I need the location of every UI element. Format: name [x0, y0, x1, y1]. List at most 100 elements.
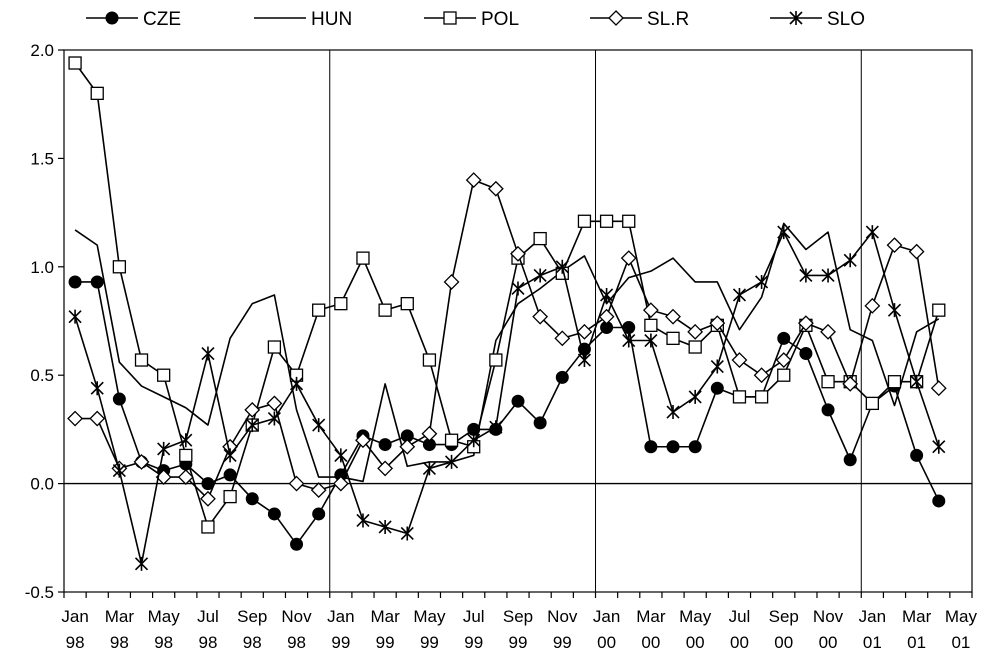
- data-point: [887, 303, 902, 318]
- x-tick-label-month: Jul: [197, 607, 219, 626]
- x-tick-label-year: 00: [819, 633, 838, 652]
- data-point: [599, 214, 614, 228]
- data-point: [620, 250, 637, 267]
- legend-label: SL.R: [647, 9, 689, 30]
- data-point: [821, 268, 835, 283]
- data-point: [511, 394, 525, 408]
- data-point: [533, 231, 547, 246]
- x-tick-label-month: Mar: [902, 607, 932, 626]
- y-axis: -0.5 0.0 0.5 1.0 1.5 2.0: [25, 41, 64, 602]
- series-slo: [68, 225, 946, 571]
- data-point: [90, 275, 104, 289]
- legend-item: HUN: [254, 9, 352, 30]
- data-point: [820, 323, 836, 340]
- legend-item: SL.R: [590, 9, 689, 30]
- data-point: [688, 440, 702, 454]
- data-point: [710, 381, 724, 395]
- x-tick-label-month: May: [413, 607, 446, 626]
- x-tick-label-year: 98: [243, 633, 262, 652]
- data-point: [797, 315, 814, 332]
- data-point: [200, 490, 216, 507]
- x-tick-label-year: 01: [863, 633, 882, 652]
- data-point: [312, 303, 326, 317]
- data-point: [910, 374, 924, 389]
- x-tick-label-month: Mar: [105, 607, 135, 626]
- x-tick-label-month: May: [679, 607, 712, 626]
- data-point: [90, 86, 104, 101]
- x-tick-label-month: Jan: [593, 607, 620, 626]
- data-point: [777, 331, 791, 345]
- data-point: [356, 513, 370, 528]
- data-point: [665, 308, 681, 325]
- data-point: [666, 331, 680, 345]
- data-point: [244, 401, 261, 418]
- data-point: [576, 323, 593, 340]
- data-point: [201, 346, 215, 361]
- series-pol: [68, 56, 946, 534]
- data-point: [600, 287, 614, 302]
- data-point: [932, 494, 946, 508]
- data-point: [134, 556, 149, 571]
- x-tick-label-month: Jan: [61, 607, 88, 626]
- x-tick-label-year: 01: [951, 633, 970, 652]
- data-point: [709, 315, 726, 332]
- data-point: [642, 302, 659, 319]
- data-point: [532, 308, 549, 325]
- y-tick-label: -0.5: [25, 583, 54, 602]
- data-point: [245, 418, 259, 433]
- data-point: [932, 439, 946, 454]
- x-tick-label-year: 99: [420, 633, 439, 652]
- data-point: [355, 432, 371, 449]
- data-point: [577, 214, 592, 228]
- y-tick-label: 0.0: [30, 475, 54, 494]
- data-point: [223, 489, 237, 504]
- data-point: [577, 353, 592, 368]
- data-point: [777, 368, 791, 382]
- legend-item: CZE: [86, 9, 181, 30]
- data-point: [865, 396, 879, 411]
- series-line: [75, 179, 940, 500]
- x-tick-label-year: 99: [553, 633, 572, 652]
- legend-label: POL: [481, 9, 519, 30]
- data-point: [378, 519, 392, 534]
- data-point: [843, 253, 857, 268]
- legend: CZE HUN POL SL.R SLO: [86, 9, 865, 30]
- data-point: [422, 353, 437, 367]
- series-line: [74, 231, 940, 565]
- data-point: [112, 392, 126, 406]
- data-point: [312, 418, 326, 433]
- data-point: [400, 526, 414, 541]
- y-tick-label: 1.0: [30, 258, 54, 277]
- x-tick-label-year: 00: [597, 633, 616, 652]
- data-point: [688, 340, 702, 354]
- data-point: [68, 309, 82, 324]
- data-point: [312, 507, 326, 521]
- data-point: [68, 56, 82, 70]
- x-tick-label-month: Nov: [281, 607, 312, 626]
- series-line: [74, 222, 940, 483]
- data-point: [334, 448, 348, 463]
- legend-marker: [443, 11, 457, 25]
- data-point: [731, 352, 748, 368]
- data-point: [666, 405, 680, 420]
- data-point: [753, 367, 770, 384]
- x-tick-label-month: May: [945, 607, 978, 626]
- series-cze: [68, 275, 946, 551]
- data-point: [865, 225, 879, 240]
- x-tick-label-month: Mar: [636, 607, 666, 626]
- data-point: [554, 330, 571, 347]
- legend-label: SLO: [827, 9, 865, 30]
- data-point: [266, 395, 283, 412]
- x-tick-label-year: 98: [287, 633, 306, 652]
- data-point: [622, 214, 636, 228]
- x-tick-label-year: 01: [907, 633, 926, 652]
- data-point: [289, 376, 304, 391]
- data-point: [842, 375, 859, 392]
- data-point: [179, 448, 193, 463]
- x-tick-label-year: 00: [774, 633, 793, 652]
- data-point: [777, 225, 791, 240]
- data-point: [533, 416, 547, 430]
- data-point: [644, 318, 658, 332]
